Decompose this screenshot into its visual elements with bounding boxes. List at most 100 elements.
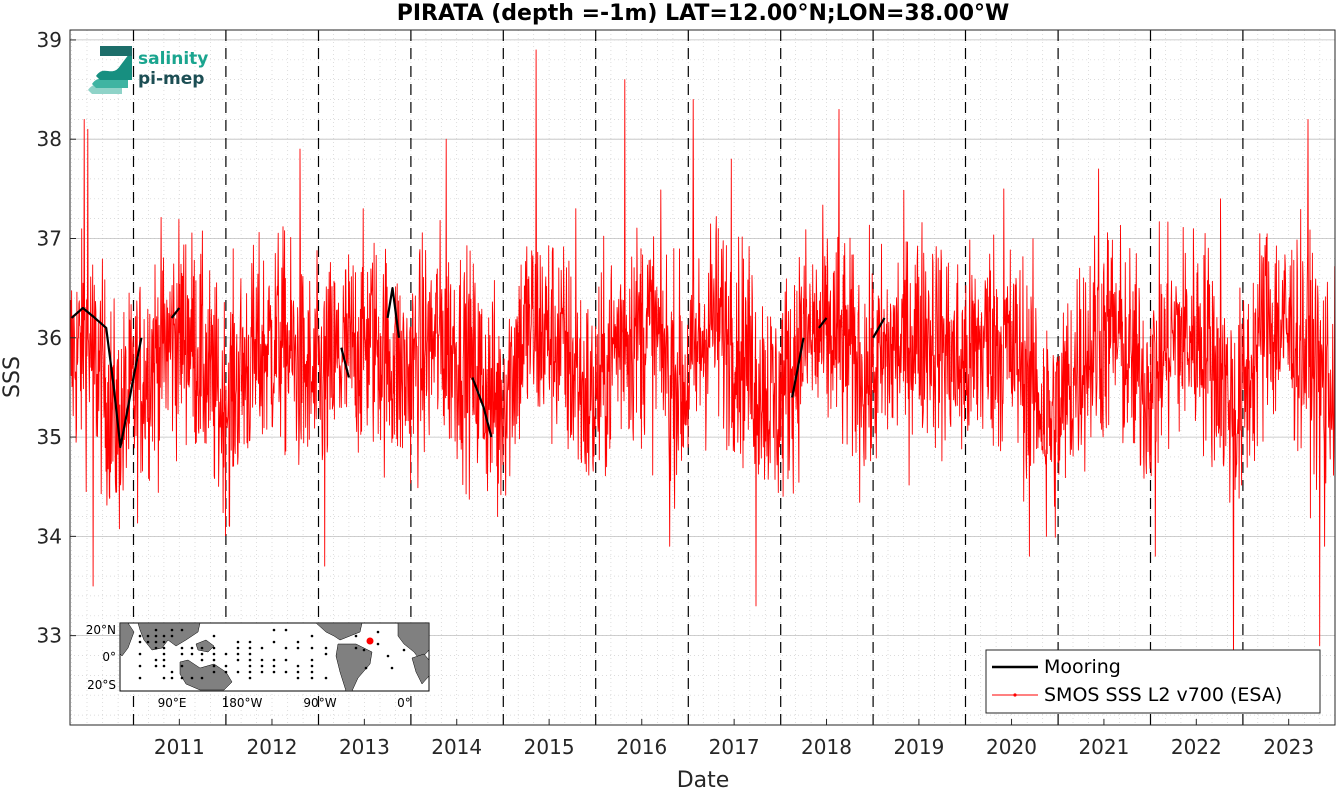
inset-mooring-dot: [236, 670, 240, 674]
inset-mooring-dot: [296, 664, 300, 668]
inset-mooring-dot: [310, 670, 314, 674]
series-line-mooring: [471, 377, 493, 438]
inset-mooring-dot: [212, 646, 216, 650]
logo-line-2: pi-mep: [138, 69, 204, 89]
inset-mooring-dot: [236, 646, 240, 650]
inset-mooring-dot: [180, 628, 184, 632]
logo-line-1: salinity: [138, 49, 208, 69]
x-tick-label: 2020: [986, 735, 1037, 759]
y-tick-label: 36: [37, 326, 62, 350]
inset-land: [119, 622, 430, 692]
inset-mooring-dot: [138, 634, 142, 638]
inset-mooring-dot: [284, 628, 288, 632]
inset-mooring-dot: [236, 658, 240, 662]
y-tick-label: 33: [37, 624, 62, 648]
series-line-mooring: [386, 287, 401, 338]
inset-mooring-dot: [248, 658, 252, 662]
inset-mooring-dot: [170, 634, 174, 638]
x-tick-label: 2011: [154, 735, 205, 759]
inset-mooring-dot: [296, 646, 300, 650]
inset-mooring-dot: [224, 664, 228, 668]
x-tick-label: 2018: [801, 735, 852, 759]
inset-mooring-dot: [272, 670, 276, 674]
inset-mooring-dot: [162, 658, 166, 662]
inset-mooring-dot: [200, 658, 204, 662]
inset-mooring-dot: [310, 676, 314, 680]
legend-label-smos: SMOS SSS L2 v700 (ESA): [1044, 684, 1282, 706]
inset-mooring-dot: [354, 634, 358, 638]
inset-mooring-dot: [212, 670, 216, 674]
inset-mooring-dots: [138, 628, 406, 680]
inset-mooring-dot: [248, 640, 252, 644]
x-tick-label: 2022: [1171, 735, 1222, 759]
inset-mooring-dot: [248, 652, 252, 656]
inset-mooring-dot: [162, 640, 166, 644]
inset-mooring-dot: [324, 676, 328, 680]
inset-lon-label: 90°W: [303, 696, 336, 710]
inset-mooring-dot: [154, 646, 158, 650]
inset-mooring-dot: [272, 658, 276, 662]
inset-mooring-dot: [284, 658, 288, 662]
inset-mooring-dot: [310, 664, 314, 668]
inset-mooring-dot: [224, 652, 228, 656]
inset-mooring-dot: [138, 652, 142, 656]
inset-mooring-dot: [180, 676, 184, 680]
inset-mooring-dot: [138, 640, 142, 644]
inset-mooring-dot: [200, 652, 204, 656]
inset-mooring-dot: [154, 628, 158, 632]
inset-mooring-dot: [138, 676, 142, 680]
inset-mooring-dot: [386, 654, 390, 658]
inset-location-marker: [366, 637, 374, 645]
chart-title: PIRATA (depth =-1m) LAT=12.00°N;LON=38.0…: [397, 1, 1010, 26]
inset-mooring-dot: [284, 670, 288, 674]
x-tick-label: 2015: [524, 735, 575, 759]
inset-mooring-dot: [310, 646, 314, 650]
inset-mooring-dot: [310, 658, 314, 662]
legend-box: [985, 649, 1321, 714]
inset-mooring-dot: [260, 658, 264, 662]
series-line-mooring: [872, 317, 886, 339]
inset-location-map: 20°N 0° 20°S 90°E 180°W 90°W 0°: [86, 622, 430, 710]
inset-mooring-dot: [354, 646, 358, 650]
salinity-pi-mep-logo: salinity pi-mep: [88, 46, 208, 94]
inset-mooring-dot: [190, 646, 194, 650]
inset-lat-label: 20°S: [87, 678, 116, 692]
inset-mooring-dot: [272, 664, 276, 668]
inset-mooring-dot: [402, 648, 406, 652]
x-tick-label: 2021: [1078, 735, 1129, 759]
inset-mooring-dot: [248, 646, 252, 650]
inset-mooring-dot: [162, 646, 166, 650]
inset-mooring-dot: [296, 670, 300, 674]
inset-mooring-dot: [212, 658, 216, 662]
legend-marker-smos: [1013, 693, 1017, 697]
x-tick-label: 2017: [709, 735, 760, 759]
inset-mooring-dot: [390, 666, 394, 670]
inset-mooring-dot: [376, 630, 380, 634]
y-tick-label: 34: [37, 524, 62, 548]
series-line-mooring: [170, 307, 181, 319]
series-line-smos: [69, 49, 1336, 686]
inset-mooring-dot: [260, 646, 264, 650]
inset-mooring-dot: [324, 652, 328, 656]
y-tick-label: 38: [37, 127, 62, 151]
inset-mooring-dot: [154, 634, 158, 638]
x-tick-label: 2013: [339, 735, 390, 759]
inset-mooring-dot: [162, 634, 166, 638]
inset-mooring-dot: [284, 646, 288, 650]
legend: Mooring SMOS SSS L2 v700 (ESA): [985, 649, 1321, 714]
x-tick-label: 2014: [431, 735, 482, 759]
x-tick-label: 2016: [616, 735, 667, 759]
x-tick-label: 2019: [893, 735, 944, 759]
inset-mooring-dot: [236, 640, 240, 644]
inset-mooring-dot: [248, 670, 252, 674]
inset-mooring-dot: [162, 652, 166, 656]
inset-mooring-dot: [154, 658, 158, 662]
series-line-mooring: [791, 337, 805, 398]
inset-mooring-dot: [248, 676, 252, 680]
inset-mooring-dot: [180, 646, 184, 650]
inset-mooring-dot: [376, 642, 380, 646]
inset-lat-label: 0°: [102, 650, 116, 664]
inset-mooring-dot: [200, 646, 204, 650]
inset-mooring-dot: [170, 628, 174, 632]
